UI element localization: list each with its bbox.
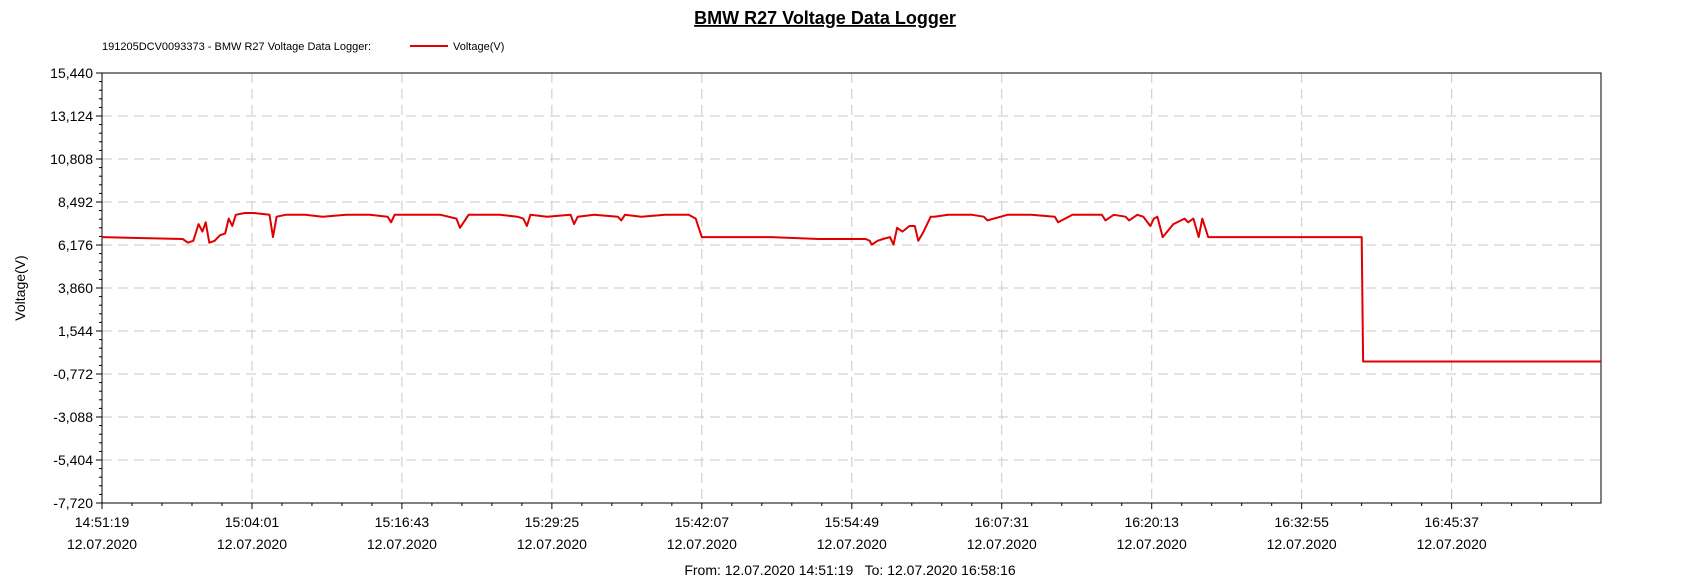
x-tick-date: 12.07.2020 bbox=[1117, 536, 1187, 552]
y-tick-label: 6,176 bbox=[58, 237, 93, 253]
chart-title: BMW R27 Voltage Data Logger bbox=[694, 8, 956, 28]
x-tick-date: 12.07.2020 bbox=[517, 536, 587, 552]
y-tick-label: 1,544 bbox=[58, 323, 93, 339]
x-tick-time: 16:32:55 bbox=[1274, 514, 1329, 530]
x-tick-time: 14:51:19 bbox=[75, 514, 130, 530]
legend: 191205DCV0093373 - BMW R27 Voltage Data … bbox=[102, 41, 504, 53]
x-tick-date: 12.07.2020 bbox=[667, 536, 737, 552]
x-tick-time: 15:42:07 bbox=[675, 514, 730, 530]
x-tick-date: 12.07.2020 bbox=[1417, 536, 1487, 552]
y-tick-label: -7,720 bbox=[53, 495, 93, 511]
y-axis: 15,440 13,124 10,808 8,492 6,176 3,860 1,544 -0… bbox=[50, 65, 102, 511]
x-tick-date: 12.07.2020 bbox=[967, 536, 1037, 552]
y-tick-label: 15,440 bbox=[50, 65, 93, 81]
y-tick-label: -0,772 bbox=[53, 366, 93, 382]
x-tick-date: 12.07.2020 bbox=[1267, 536, 1337, 552]
series-layer bbox=[101, 212, 1601, 363]
x-tick-time: 16:07:31 bbox=[975, 514, 1030, 530]
time-range-label: From: 12.07.2020 14:51:19 To: 12.07.2020… bbox=[684, 562, 1016, 578]
legend-prefix: 191205DCV0093373 - BMW R27 Voltage Data … bbox=[102, 41, 371, 53]
y-axis-label: Voltage(V) bbox=[12, 255, 28, 320]
legend-series-label: Voltage(V) bbox=[453, 41, 504, 53]
x-tick-time: 15:04:01 bbox=[225, 514, 280, 530]
series-line-voltage bbox=[101, 212, 1601, 363]
x-tick-date: 12.07.2020 bbox=[217, 536, 287, 552]
x-tick-date: 12.07.2020 bbox=[817, 536, 887, 552]
x-tick-date: 12.07.2020 bbox=[67, 536, 137, 552]
y-tick-label: 13,124 bbox=[50, 108, 93, 124]
x-tick-time: 15:16:43 bbox=[375, 514, 430, 530]
y-tick-label: -3,088 bbox=[53, 409, 93, 425]
x-tick-date: 12.07.2020 bbox=[367, 536, 437, 552]
y-tick-label: 3,860 bbox=[58, 280, 93, 296]
y-tick-label: -5,404 bbox=[53, 452, 93, 468]
y-tick-label: 8,492 bbox=[58, 194, 93, 210]
x-tick-time: 16:20:13 bbox=[1124, 514, 1179, 530]
x-tick-time: 15:29:25 bbox=[525, 514, 580, 530]
x-tick-time: 15:54:49 bbox=[825, 514, 880, 530]
gridlines bbox=[102, 73, 1601, 503]
y-tick-label: 10,808 bbox=[50, 151, 93, 167]
x-axis: 14:51:19 12.07.2020 15:04:01 12.07.2020 15:1… bbox=[67, 503, 1573, 552]
x-tick-time: 16:45:37 bbox=[1424, 514, 1479, 530]
